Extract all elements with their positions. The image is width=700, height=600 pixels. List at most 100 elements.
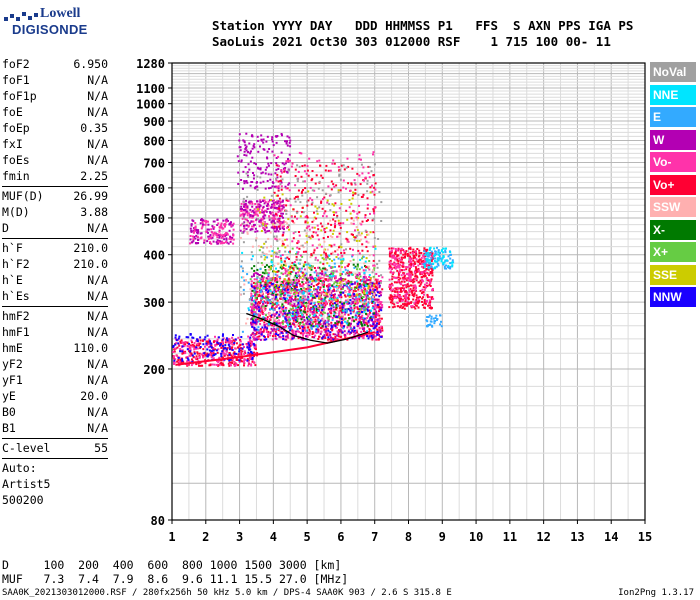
echo-point [275,311,278,314]
echo-point [292,232,295,235]
echo-point [351,329,354,332]
echo-point [254,213,257,216]
echo-point [288,302,290,305]
echo-point [280,331,283,334]
echo-point [378,282,381,285]
echo-point [219,344,221,347]
echo-point [320,314,323,317]
echo-point [268,320,271,323]
echo-point [375,294,378,297]
echo-point [296,328,299,331]
echo-point [274,277,277,280]
echo-point [278,333,281,336]
echo-point [301,271,304,274]
echo-point [262,141,265,144]
echo-point [228,353,231,356]
echo-point [319,222,322,225]
echo-point [326,256,329,259]
echo-point [362,277,365,280]
echo-point [344,308,347,311]
echo-point [252,145,255,147]
echo-point [197,362,200,365]
param-row: hmF1 N/A [2,324,108,340]
echo-point [354,192,357,195]
echo-point [228,229,231,232]
echo-point [243,216,246,219]
echo-point [225,241,228,243]
echo-point [262,246,265,249]
echo-point [242,212,245,215]
echo-point [248,352,251,355]
echo-point [294,294,297,297]
echo-point [247,335,250,338]
echo-point [256,287,259,290]
echo-point [292,336,295,339]
echo-point [277,211,280,214]
echo-point [378,259,381,262]
echo-point [318,314,321,317]
echo-point [291,337,294,340]
echo-point [393,290,396,293]
echo-point [337,294,340,297]
echo-point [361,324,364,327]
echo-point [266,281,269,284]
echo-point [240,160,243,163]
echo-point [332,270,335,272]
echo-point [420,292,423,295]
echo-point [272,276,275,279]
echo-point [266,230,269,233]
echo-point [204,336,207,339]
echo-point [295,284,298,287]
echo-point [313,271,316,274]
echo-point [419,279,422,282]
echo-point [354,300,357,302]
echo-point [259,328,262,331]
echo-point [317,308,320,311]
echo-point [376,322,379,325]
echo-point [279,330,282,333]
echo-point [265,224,267,227]
echo-point [333,309,335,311]
echo-point [355,234,358,237]
echo-point [316,212,319,215]
echo-point [260,288,263,291]
echo-point [359,183,362,186]
echo-point [350,287,353,290]
echo-point [298,297,301,300]
echo-point [282,273,285,276]
echo-point [304,191,307,194]
echo-point [307,262,310,265]
echo-point [365,312,367,315]
echo-point [271,199,274,202]
echo-point [358,252,361,255]
param-row: h`F 210.0 [2,240,108,256]
echo-point [329,296,332,299]
echo-point [273,307,276,310]
echo-point [335,326,338,329]
echo-point [256,135,259,138]
echo-point [241,330,244,333]
echo-point [246,357,249,360]
echo-point [272,284,275,287]
echo-point [245,218,248,221]
echo-point [342,179,345,182]
echo-point [364,214,367,217]
echo-point [342,270,345,273]
echo-point [332,273,334,276]
echo-point [206,348,209,351]
echo-point [284,264,287,267]
echo-point [335,290,338,292]
echo-point [275,297,278,300]
echo-point [298,288,301,291]
echo-point [251,135,254,138]
echo-point [285,142,288,145]
echo-point [305,335,307,338]
echo-point [256,308,258,311]
echo-point [267,200,270,203]
echo-point [369,212,371,215]
echo-point [255,206,258,209]
echo-cluster-nne [240,247,377,327]
echo-point [210,228,213,231]
echo-point [256,185,258,188]
echo-point [173,363,175,365]
